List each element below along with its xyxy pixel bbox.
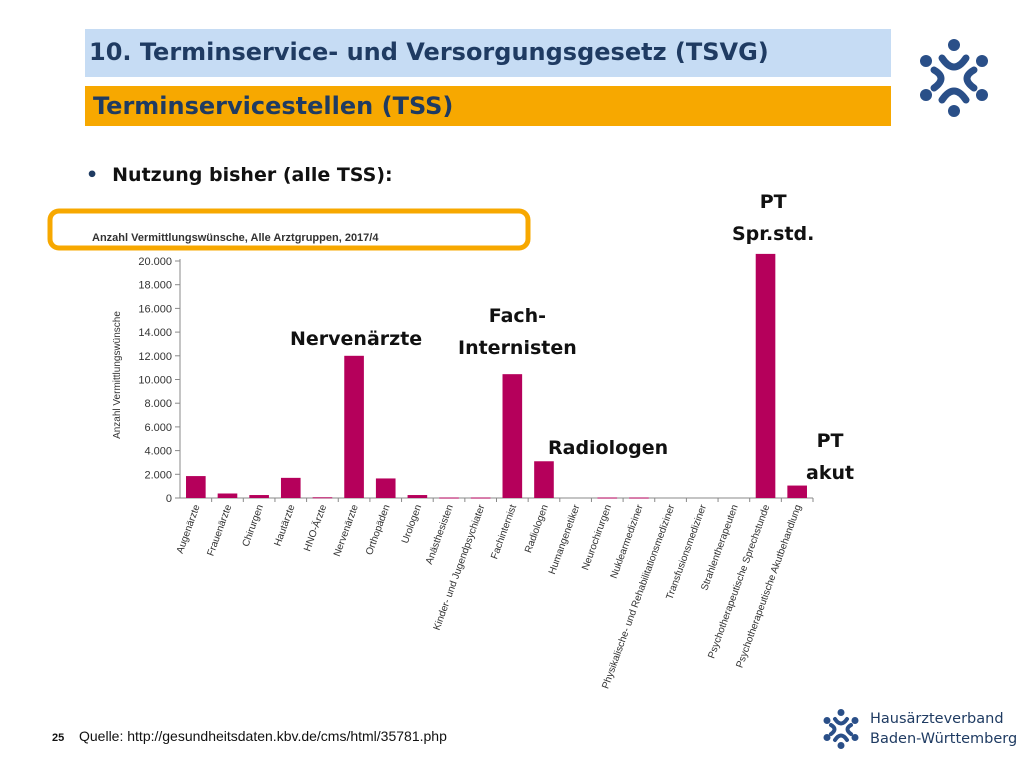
x-tick-label: Chirurgen <box>241 503 266 548</box>
annotation-radiologen: Radiologen <box>548 432 668 464</box>
y-tick-label: 6.000 <box>144 422 172 434</box>
y-axis-label: Anzahl Vermittlungswünsche <box>112 311 123 439</box>
y-tick-label: 0 <box>166 493 172 505</box>
bar <box>629 497 649 499</box>
y-tick-label: 18.000 <box>138 280 172 292</box>
page-number: 25 <box>52 732 65 744</box>
organization-name-line2: Baden-Württemberg <box>870 731 1018 747</box>
bar <box>186 476 206 498</box>
x-tick-label: Frauenärzte <box>206 503 235 558</box>
annotation-pt-akut: PT akut <box>806 425 854 489</box>
x-tick-label: Hautärzte <box>272 503 297 548</box>
y-tick-label: 10.000 <box>138 375 172 387</box>
x-tick-label: HNO-Ärzte <box>301 503 329 553</box>
x-tick-label: Humangenetiker <box>547 503 583 576</box>
annotation-pt-sprstd: PT Spr.std. <box>732 186 814 250</box>
y-tick-label: 14.000 <box>138 327 172 339</box>
bar <box>534 461 554 498</box>
bullet-dot-icon: • <box>86 164 99 186</box>
y-tick-label: 20.000 <box>138 256 172 268</box>
bar <box>249 495 269 498</box>
x-tick-label: Psychotherapeutische Akutbehandlung <box>735 503 804 669</box>
y-tick-label: 16.000 <box>138 303 172 315</box>
y-tick-label: 8.000 <box>144 398 172 410</box>
bar <box>407 495 428 498</box>
annotation-fachinternisten-line2: Internisten <box>458 337 577 359</box>
bar <box>217 493 238 498</box>
bar <box>787 485 807 498</box>
bullet-text: Nutzung bisher (alle TSS): <box>112 164 393 186</box>
x-tick-label: Anästhesisten <box>424 503 456 566</box>
y-ticks: 0 2.000 4.000 6.000 8.000 10.000 12.000 14.000 1… <box>138 256 180 505</box>
x-tick-label: Orthopäden <box>364 503 392 556</box>
organization-name: Hausärzteverband Baden-Württemberg <box>870 709 1017 749</box>
x-ticks: Augenärzte Frauenärzte Chirurgen Hautärzte H… <box>175 498 814 690</box>
annotation-pt-sprstd-line2: Spr.std. <box>732 223 815 245</box>
bar <box>280 477 301 498</box>
y-tick-label: 2.000 <box>144 469 172 481</box>
source-note: Quelle: http://gesundheitsdaten.kbv.de/c… <box>79 728 447 744</box>
chart-title: Anzahl Vermittlungswünsche, Alle Arztgru… <box>92 232 379 244</box>
x-tick-label: Nervenärzte <box>332 503 361 558</box>
x-tick-label: Psychotherapeutische Sprechstunde <box>706 503 772 660</box>
annotation-fachinternisten: Fach- Internisten <box>458 300 577 364</box>
bar <box>470 497 491 499</box>
association-logo-icon <box>920 39 988 117</box>
slide-title: 10. Terminservice- und Versorgungsgesetz… <box>85 29 891 77</box>
association-logo-small-icon <box>823 709 859 749</box>
x-tick-label: Urologen <box>400 503 424 545</box>
bullet-item: • Nutzung bisher (alle TSS): <box>86 164 393 186</box>
x-tick-label: Nuklearmediziner <box>609 503 646 581</box>
annotation-pt-sprstd-line1: PT <box>759 191 787 213</box>
x-tick-label: Radiologen <box>523 503 551 554</box>
y-tick-label: 12.000 <box>138 351 172 363</box>
bar <box>344 355 364 498</box>
annotation-nervenaerzte-text: Nervenärzte <box>290 328 423 350</box>
chart-axes <box>179 259 813 499</box>
bars <box>186 253 807 499</box>
organization-name-line1: Hausärzteverband <box>870 711 1004 727</box>
bar <box>312 497 333 499</box>
bar <box>502 374 523 498</box>
bar <box>597 497 618 499</box>
annotation-nervenaerzte: Nervenärzte <box>290 323 422 355</box>
slide-subtitle: Terminservicestellen (TSS) <box>85 86 891 126</box>
annotation-radiologen-text: Radiologen <box>548 437 669 459</box>
chart-title-highlight-frame <box>47 208 531 251</box>
bar <box>439 497 459 499</box>
x-tick-label: Augenärzte <box>175 503 203 555</box>
annotation-pt-akut-line2: akut <box>806 462 855 484</box>
y-tick-label: 4.000 <box>144 446 172 458</box>
annotation-fachinternisten-line1: Fach- <box>488 305 547 327</box>
bar <box>375 478 396 498</box>
bar <box>755 253 776 498</box>
annotation-pt-akut-line1: PT <box>816 430 844 452</box>
x-tick-label: Fachinternist <box>489 503 519 561</box>
x-tick-label: Neurochirurgen <box>580 503 614 572</box>
